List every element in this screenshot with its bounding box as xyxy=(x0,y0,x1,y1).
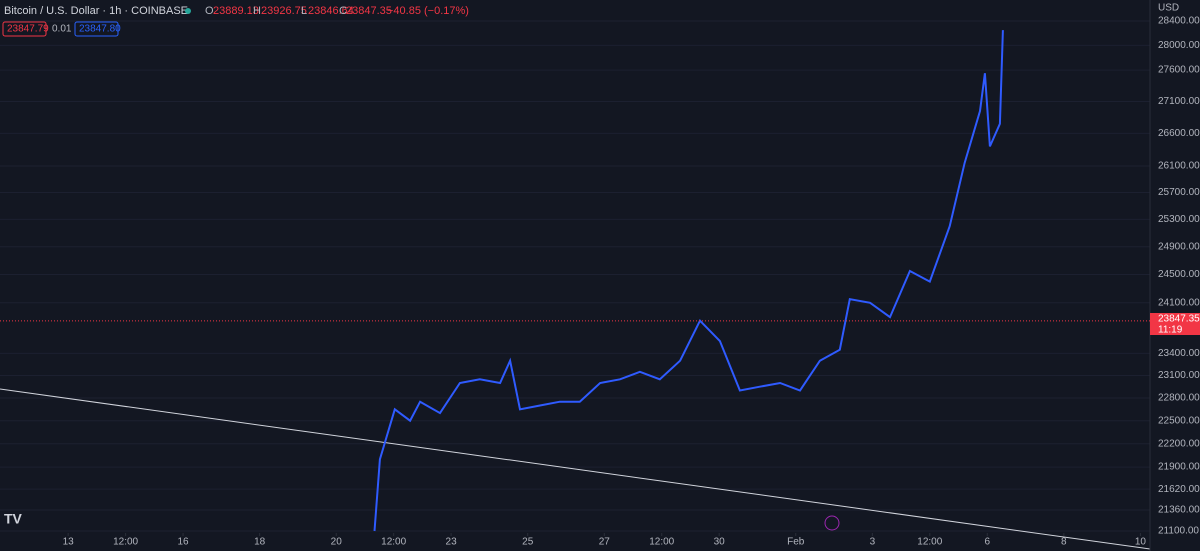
x-tick-label: 6 xyxy=(984,537,990,548)
buy-price: 23847.80 xyxy=(79,24,121,35)
x-tick-label: 12:00 xyxy=(381,537,406,548)
x-tick-label: 12:00 xyxy=(917,537,942,548)
x-tick-label: 12:00 xyxy=(113,537,138,548)
spread: 0.01 xyxy=(52,24,72,35)
ohlc-value: 23847.35 xyxy=(346,5,392,17)
sell-box[interactable] xyxy=(2,21,47,37)
y-tick-label: 25700.00 xyxy=(1158,187,1200,198)
ohlc-value: 23889.13 xyxy=(213,5,259,17)
x-tick-label: 20 xyxy=(331,537,343,548)
ohlc-label: H xyxy=(253,5,261,17)
x-tick-label: 18 xyxy=(254,537,266,548)
y-tick-label: 21620.00 xyxy=(1158,484,1200,495)
currency[interactable]: USD xyxy=(1158,3,1179,14)
y-tick-label: 21100.00 xyxy=(1158,526,1199,537)
x-tick-label: 23 xyxy=(446,537,458,548)
y-tick-label: 23400.00 xyxy=(1158,348,1200,359)
logo: TV xyxy=(4,511,23,527)
ohlc-label: L xyxy=(301,5,307,17)
x-tick-label: 10 xyxy=(1135,537,1147,548)
y-tick-label: 22200.00 xyxy=(1158,438,1200,449)
y-tick-label: 27100.00 xyxy=(1158,96,1200,107)
x-tick-label: 25 xyxy=(522,537,534,548)
ohlc-label: O xyxy=(205,5,214,17)
y-tick-label: 25300.00 xyxy=(1158,214,1200,225)
x-tick-label: 3 xyxy=(870,537,876,548)
change: −40.85 (−0.17%) xyxy=(387,5,469,17)
x-tick-label: 8 xyxy=(1061,537,1067,548)
y-tick-label: 22800.00 xyxy=(1158,393,1200,404)
buy-box[interactable] xyxy=(74,21,119,37)
x-tick-label: 12:00 xyxy=(649,537,674,548)
ohlc-value: 23846.64 xyxy=(308,5,354,17)
y-tick-label: 24100.00 xyxy=(1158,297,1200,308)
countdown: 11:19 xyxy=(1158,325,1183,336)
x-tick-label: 16 xyxy=(177,537,189,548)
x-tick-label: 30 xyxy=(714,537,726,548)
trend-line xyxy=(0,388,1151,550)
ohlc-value: 23926.75 xyxy=(261,5,307,17)
y-tick-label: 24500.00 xyxy=(1158,269,1200,280)
y-tick-label: 22500.00 xyxy=(1158,415,1200,426)
x-tick-label: Feb xyxy=(787,537,805,548)
y-tick-label: 23100.00 xyxy=(1158,370,1200,381)
x-tick-label: 27 xyxy=(599,537,611,548)
status-dot xyxy=(185,8,191,14)
x-tick-label: 13 xyxy=(63,537,75,548)
y-tick-label: 24900.00 xyxy=(1158,241,1200,252)
y-tick-label: 28400.00 xyxy=(1158,16,1200,27)
price-tag xyxy=(1150,313,1200,335)
ohlc-label: C xyxy=(339,5,347,17)
y-tick-label: 28000.00 xyxy=(1158,40,1200,51)
y-tick-label: 21360.00 xyxy=(1158,505,1200,516)
symbol-title: Bitcoin / U.S. Dollar · 1h · COINBASE xyxy=(4,5,188,17)
y-tick-label: 21900.00 xyxy=(1158,462,1200,473)
last-price-label: 23847.35 xyxy=(1158,314,1200,325)
sell-price: 23847.79 xyxy=(7,24,49,35)
event-icon[interactable] xyxy=(824,515,840,531)
y-tick-label: 26100.00 xyxy=(1158,161,1200,172)
y-tick-label: 27600.00 xyxy=(1158,65,1200,76)
y-tick-label: 26600.00 xyxy=(1158,128,1200,139)
